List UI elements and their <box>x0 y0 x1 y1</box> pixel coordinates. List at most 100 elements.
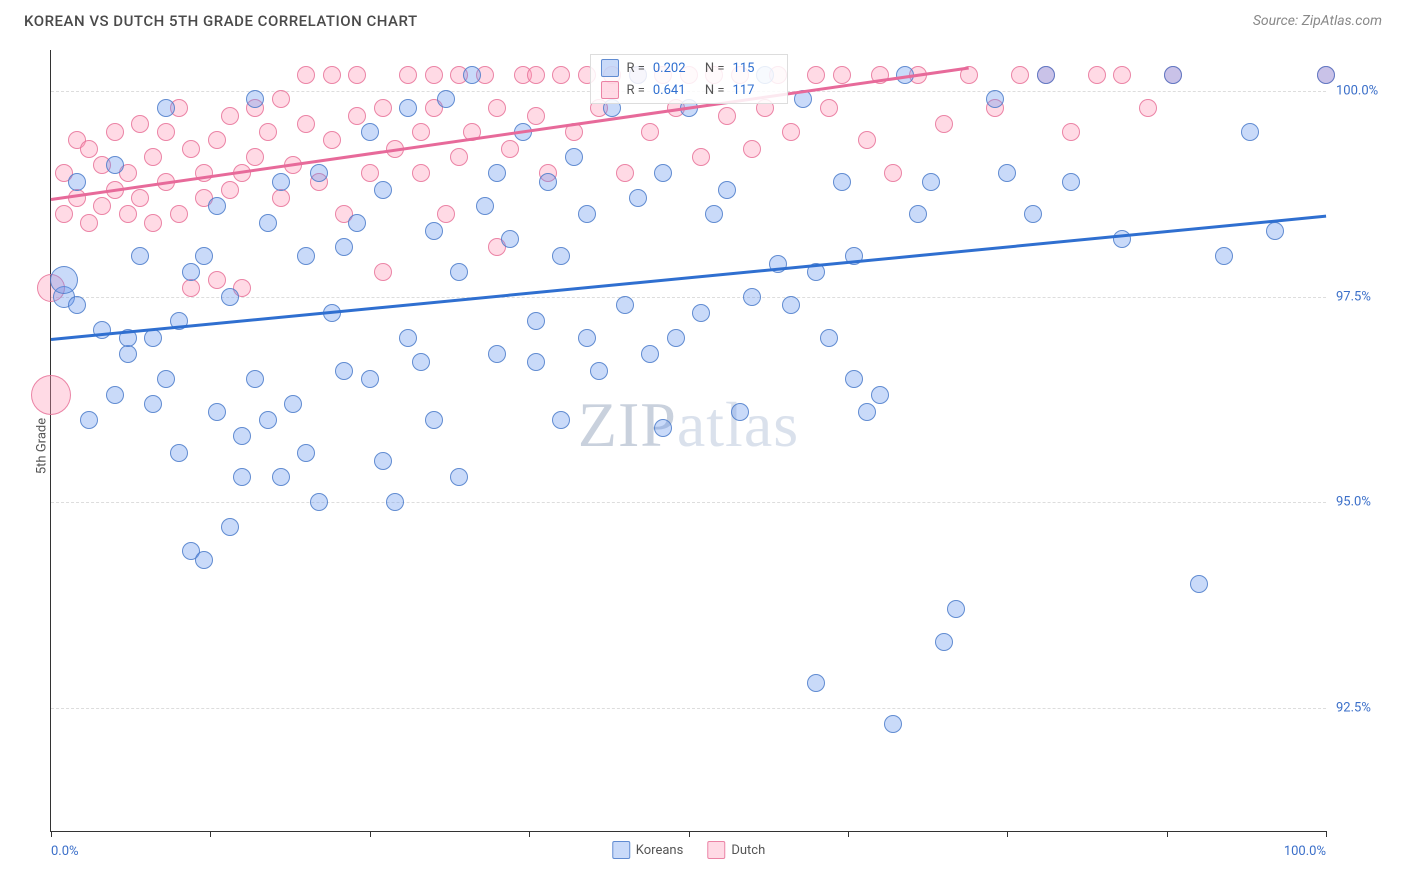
n-label: N = <box>705 61 725 76</box>
chart-header: KOREAN VS DUTCH 5TH GRADE CORRELATION CH… <box>0 0 1406 38</box>
data-point <box>450 468 468 486</box>
data-point <box>221 107 239 125</box>
data-point <box>182 263 200 281</box>
trend-line <box>51 214 1326 340</box>
data-point <box>1024 205 1042 223</box>
data-point <box>578 329 596 347</box>
data-point <box>590 362 608 380</box>
x-tick <box>370 831 371 837</box>
data-point <box>208 131 226 149</box>
r-label: R = <box>626 61 644 76</box>
x-axis-min-label: 0.0% <box>51 844 79 859</box>
x-tick <box>689 831 690 837</box>
data-point <box>527 107 545 125</box>
n-value: 117 <box>733 83 777 98</box>
data-point <box>539 173 557 191</box>
y-tick-label: 95.0% <box>1336 495 1396 510</box>
x-tick <box>210 831 211 837</box>
data-point <box>527 312 545 330</box>
data-point <box>743 288 761 306</box>
data-point <box>80 214 98 232</box>
data-point <box>170 444 188 462</box>
data-point <box>425 222 443 240</box>
legend-item-koreans: Koreans <box>612 841 684 859</box>
data-point <box>259 214 277 232</box>
data-point <box>68 296 86 314</box>
data-point <box>272 189 290 207</box>
data-point <box>858 403 876 421</box>
data-point <box>272 468 290 486</box>
data-point <box>144 329 162 347</box>
data-point <box>246 90 264 108</box>
swatch-blue-icon <box>600 59 618 77</box>
data-point <box>1088 66 1106 84</box>
data-point <box>386 493 404 511</box>
data-point <box>437 205 455 223</box>
data-point <box>833 66 851 84</box>
data-point <box>1241 123 1259 141</box>
legend-row-dutch: R = 0.641 N = 117 <box>590 79 786 101</box>
data-point <box>1113 66 1131 84</box>
data-point <box>374 263 392 281</box>
legend-label: Dutch <box>731 843 765 858</box>
n-label: N = <box>705 83 725 98</box>
data-point <box>641 345 659 363</box>
watermark-part2: atlas <box>677 389 799 460</box>
data-point <box>93 197 111 215</box>
data-point <box>1190 575 1208 593</box>
data-point <box>119 205 137 223</box>
data-point <box>654 164 672 182</box>
data-point <box>195 247 213 265</box>
data-point <box>654 419 672 437</box>
data-point <box>884 164 902 182</box>
data-point <box>348 66 366 84</box>
data-point <box>348 107 366 125</box>
data-point <box>1062 123 1080 141</box>
x-tick <box>1167 831 1168 837</box>
data-point <box>323 131 341 149</box>
data-point <box>208 197 226 215</box>
data-point <box>348 214 366 232</box>
data-point <box>106 386 124 404</box>
data-point <box>833 173 851 191</box>
data-point <box>845 370 863 388</box>
data-point <box>527 353 545 371</box>
data-point <box>425 411 443 429</box>
data-point <box>68 173 86 191</box>
data-point <box>335 362 353 380</box>
data-point <box>259 123 277 141</box>
data-point <box>144 395 162 413</box>
data-point <box>450 263 468 281</box>
data-point <box>871 386 889 404</box>
chart-source: Source: ZipAtlas.com <box>1253 13 1382 29</box>
data-point <box>221 288 239 306</box>
data-point <box>527 66 545 84</box>
data-point <box>80 140 98 158</box>
data-point <box>1164 66 1182 84</box>
y-tick-label: 100.0% <box>1336 84 1396 99</box>
data-point <box>909 205 927 223</box>
data-point <box>399 329 417 347</box>
chart-plot-area: R = 0.202 N = 115 R = 0.641 N = 117 ZIPa… <box>50 50 1326 832</box>
data-point <box>947 600 965 618</box>
data-point <box>195 551 213 569</box>
data-point <box>412 164 430 182</box>
data-point <box>743 140 761 158</box>
data-point <box>501 230 519 248</box>
data-point <box>731 403 749 421</box>
data-point <box>412 353 430 371</box>
data-point <box>374 181 392 199</box>
y-axis-label: 5th Grade <box>35 418 50 474</box>
data-point <box>1037 66 1055 84</box>
data-point <box>820 99 838 117</box>
data-point <box>272 90 290 108</box>
data-point <box>182 140 200 158</box>
data-point <box>616 296 634 314</box>
data-point <box>157 370 175 388</box>
x-tick <box>529 831 530 837</box>
data-point <box>310 164 328 182</box>
data-point <box>284 395 302 413</box>
data-point <box>399 99 417 117</box>
data-point <box>259 411 277 429</box>
data-point <box>68 189 86 207</box>
